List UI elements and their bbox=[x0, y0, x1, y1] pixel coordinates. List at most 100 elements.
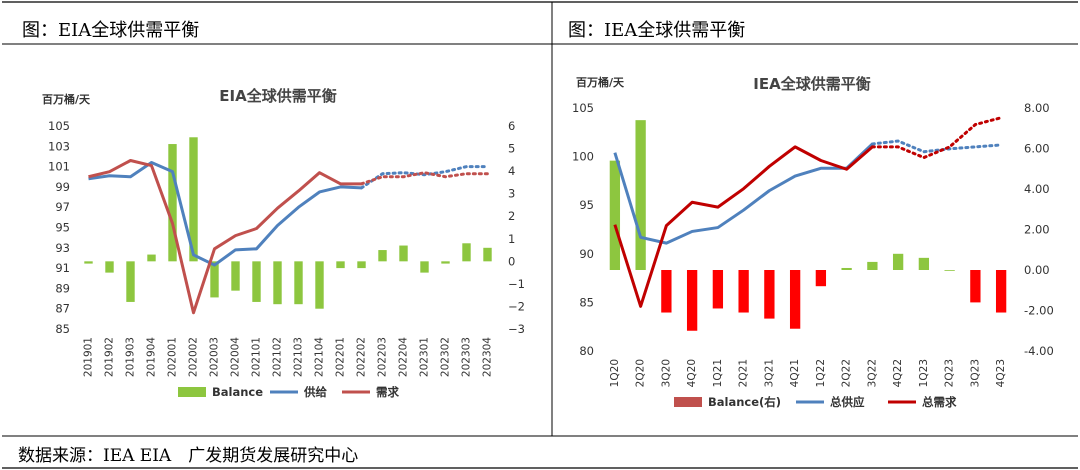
eia-y2-tick-label: 5 bbox=[508, 142, 515, 156]
eia-x-tick-label: 202004 bbox=[230, 337, 242, 377]
eia-balance-bar bbox=[483, 247, 492, 262]
eia-balance-bar bbox=[168, 144, 177, 262]
iea-x-tick-label: 4Q22 bbox=[892, 359, 904, 387]
eia-balance-bar bbox=[105, 261, 114, 273]
iea-y-tick-label: 95 bbox=[579, 198, 594, 212]
iea-chart: IEA全球供需平衡 百万桶/天 80 85 90 95 100 105 -4.00 -2.00 0.… bbox=[572, 75, 1054, 409]
iea-x-tick-label: 4Q21 bbox=[789, 359, 801, 387]
source-note: 数据来源：IEA EIA 广发期货发展研究中心 bbox=[18, 446, 359, 466]
eia-balance-bar bbox=[84, 261, 93, 264]
eia-y2-tick-label: −3 bbox=[508, 322, 525, 336]
eia-y-tick-label: 105 bbox=[48, 119, 70, 133]
iea-demand-forecast-line bbox=[870, 116, 1003, 160]
eia-y2-tick-label: 4 bbox=[508, 164, 515, 178]
iea-balance-bar bbox=[815, 270, 827, 287]
eia-balance-bar bbox=[294, 261, 303, 305]
eia-y2-tick-label: 0 bbox=[508, 254, 515, 268]
eia-balance-bar bbox=[189, 137, 198, 262]
eia-balance-bar bbox=[357, 261, 366, 269]
eia-y2-tick-label: −2 bbox=[508, 299, 525, 313]
eia-x-tick-label: 201901 bbox=[83, 337, 95, 377]
iea-legend-label: 总供应 bbox=[830, 395, 865, 409]
iea-balance-bar bbox=[892, 253, 904, 270]
eia-balance-bar bbox=[273, 261, 282, 305]
eia-x-tick-label: 202101 bbox=[251, 337, 263, 377]
eia-balance-bar bbox=[399, 245, 408, 262]
eia-x-tick-label: 202002 bbox=[188, 337, 200, 377]
eia-y-tick-label: 101 bbox=[48, 160, 70, 174]
iea-balance-bar bbox=[661, 270, 672, 313]
eia-x-tick-label: 202202 bbox=[356, 337, 368, 377]
iea-balance-bar bbox=[712, 270, 724, 309]
iea-x-tick-label: 3Q22 bbox=[866, 359, 878, 387]
eia-x-tick-label: 202201 bbox=[335, 337, 347, 377]
right-panel-title: 图：IEA全球供需平衡 bbox=[568, 20, 746, 41]
iea-y-tick-label: 85 bbox=[579, 295, 594, 309]
iea-x-tick-label: 2Q20 bbox=[635, 359, 647, 387]
iea-balance-bar bbox=[686, 270, 698, 331]
iea-x-tick-label: 2Q22 bbox=[841, 359, 853, 387]
iea-x-tick-label: 4Q20 bbox=[686, 359, 698, 387]
eia-balance-bar bbox=[420, 261, 429, 273]
eia-chart-title: EIA全球供需平衡 bbox=[219, 87, 336, 105]
iea-balance-bar bbox=[738, 270, 749, 313]
iea-balance-bar bbox=[867, 261, 878, 270]
iea-balance-bar bbox=[609, 160, 621, 270]
iea-balance-bar bbox=[918, 257, 930, 270]
iea-y2-tick-label: 2.00 bbox=[1024, 223, 1050, 237]
iea-x-tick-label: 1Q22 bbox=[815, 359, 827, 387]
eia-y2-tick-label: 2 bbox=[508, 209, 515, 223]
iea-balance-bar bbox=[944, 270, 955, 271]
eia-balance-bar bbox=[378, 250, 387, 262]
iea-chart-title: IEA全球供需平衡 bbox=[753, 75, 870, 93]
eia-y-tick-label: 99 bbox=[55, 180, 70, 194]
eia-y-tick-label: 97 bbox=[55, 200, 70, 214]
eia-demand-forecast-line bbox=[360, 171, 489, 186]
eia-y-tick-label: 85 bbox=[55, 322, 70, 336]
eia-x-tick-label: 202001 bbox=[167, 337, 179, 377]
iea-y-tick-label: 80 bbox=[579, 344, 594, 358]
iea-x-tick-label: 1Q23 bbox=[918, 359, 930, 387]
eia-x-tick-label: 202302 bbox=[440, 337, 452, 377]
eia-x-tick-label: 202301 bbox=[419, 337, 431, 377]
iea-balance-bar bbox=[995, 270, 1007, 313]
eia-x-tick-label: 202103 bbox=[293, 337, 305, 377]
eia-x-tick-label: 202204 bbox=[398, 337, 410, 377]
eia-y-tick-label: 89 bbox=[55, 281, 70, 295]
eia-x-tick-label: 202104 bbox=[314, 337, 326, 377]
eia-y-tick-label: 87 bbox=[55, 302, 70, 316]
eia-legend-balance-swatch bbox=[178, 387, 206, 397]
iea-balance-bar bbox=[789, 270, 801, 329]
eia-x-tick-label: 202303 bbox=[461, 337, 473, 377]
iea-x-tick-label: 1Q20 bbox=[609, 359, 621, 387]
eia-y-tick-label: 95 bbox=[55, 221, 70, 235]
iea-supply-line bbox=[613, 142, 874, 245]
iea-x-tick-label: 4Q23 bbox=[995, 359, 1007, 387]
eia-y2-tick-label: 6 bbox=[508, 119, 515, 133]
eia-supply-forecast-line bbox=[360, 165, 489, 190]
iea-x-tick-label: 3Q23 bbox=[969, 359, 981, 387]
eia-y2-tick-label: −1 bbox=[508, 277, 525, 291]
iea-supply-forecast-line bbox=[870, 139, 1003, 154]
eia-balance-bar bbox=[210, 261, 219, 298]
eia-balance-bar bbox=[336, 261, 345, 269]
iea-x-tick-label: 3Q20 bbox=[660, 359, 672, 387]
eia-y-tick-label: 91 bbox=[55, 261, 70, 275]
eia-demand-line bbox=[88, 159, 362, 315]
left-panel-title: 图：EIA全球供需平衡 bbox=[22, 20, 200, 41]
iea-y-tick-label: 105 bbox=[572, 101, 594, 115]
eia-supply-line bbox=[88, 161, 362, 267]
eia-y-tick-label: 93 bbox=[55, 241, 70, 255]
eia-chart: EIA全球供需平衡百万桶/天8587899193959799101103105−… bbox=[42, 87, 525, 399]
iea-x-tick-label: 2Q23 bbox=[944, 359, 956, 387]
eia-legend-label: 需求 bbox=[376, 385, 399, 399]
iea-y2-tick-label: -2.00 bbox=[1024, 304, 1054, 318]
iea-legend-balance-swatch bbox=[674, 397, 702, 407]
iea-x-tick-label: 2Q21 bbox=[738, 359, 750, 387]
eia-balance-bar bbox=[315, 261, 324, 309]
eia-balance-bar bbox=[462, 243, 471, 262]
iea-y-tick-label: 90 bbox=[579, 247, 594, 261]
eia-x-tick-label: 202102 bbox=[272, 337, 284, 377]
iea-balance-bar bbox=[635, 120, 646, 271]
eia-x-tick-label: 202003 bbox=[209, 337, 221, 377]
